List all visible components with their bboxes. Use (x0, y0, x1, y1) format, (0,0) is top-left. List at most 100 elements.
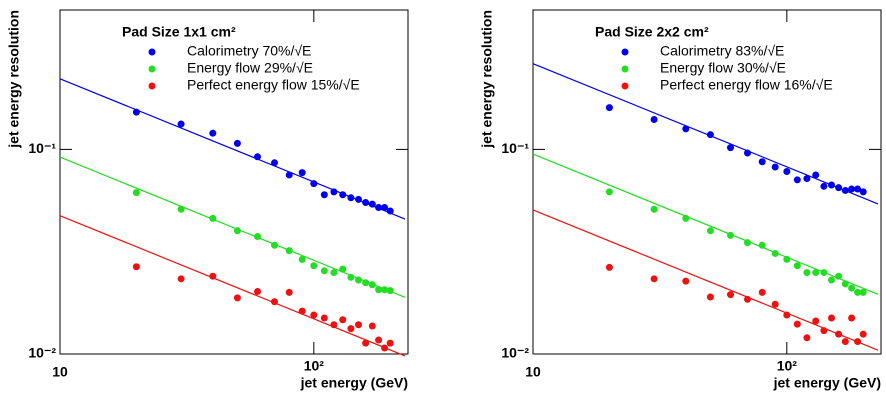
data-point (339, 265, 347, 273)
data-point (177, 120, 185, 128)
data-point (320, 314, 328, 322)
data-point (254, 153, 262, 161)
data-point (793, 176, 801, 184)
legend-marker (148, 65, 156, 73)
data-point (132, 263, 140, 271)
data-point (706, 131, 714, 139)
data-point (339, 191, 347, 199)
data-point (368, 200, 376, 208)
data-point (285, 247, 293, 255)
data-point (682, 214, 690, 222)
y-tick-label: 10⁻² (501, 345, 529, 361)
data-point (758, 158, 766, 166)
data-point (209, 214, 217, 222)
data-point (233, 294, 241, 302)
data-point (859, 288, 867, 296)
data-point (271, 298, 279, 306)
legend-label: Energy flow 29%/√E (187, 60, 313, 76)
data-point (848, 284, 856, 292)
data-point (803, 269, 811, 277)
data-point (285, 288, 293, 296)
y-tick-label: 10⁻² (28, 345, 56, 361)
data-point (820, 269, 828, 277)
x-tick-label: 10² (304, 358, 325, 374)
data-point (320, 191, 328, 199)
data-point (254, 233, 262, 241)
data-point (854, 338, 862, 346)
data-point (706, 227, 714, 235)
legend-title: Pad Size 2x2 cm² (595, 24, 709, 40)
data-point (330, 321, 338, 329)
data-point (820, 182, 828, 190)
data-point (706, 293, 714, 301)
data-point (682, 125, 690, 133)
data-point (254, 288, 262, 296)
data-point (854, 288, 862, 296)
legend-label: Perfect energy flow 16%/√E (660, 77, 833, 93)
plot-frame (532, 9, 882, 355)
data-point (841, 280, 849, 288)
data-point (793, 262, 801, 270)
data-point (132, 189, 140, 197)
data-point (605, 263, 613, 271)
data-point (771, 249, 779, 257)
data-point (320, 267, 328, 275)
data-point (381, 344, 389, 352)
data-point (381, 286, 389, 294)
data-point (381, 203, 389, 211)
data-point (828, 314, 836, 322)
data-point (386, 339, 394, 347)
data-point (727, 144, 735, 152)
data-point (271, 159, 279, 167)
data-point (803, 334, 811, 342)
fit-line (532, 153, 879, 295)
y-tick-label: 10⁻¹ (28, 140, 56, 156)
data-point (727, 291, 735, 299)
data-point (285, 171, 293, 179)
data-point (177, 205, 185, 213)
data-point (310, 262, 318, 270)
data-point (177, 275, 185, 283)
data-point (298, 307, 306, 315)
x-tick-label: 10 (52, 364, 68, 380)
data-point (209, 129, 217, 137)
data-point (848, 185, 856, 193)
data-point (835, 330, 843, 338)
data-point (758, 288, 766, 296)
legend-title: Pad Size 1x1 cm² (122, 24, 236, 40)
data-point (650, 205, 658, 213)
data-point (310, 180, 318, 188)
data-point (605, 104, 613, 112)
data-point (783, 255, 791, 263)
data-point (859, 188, 867, 196)
data-point (347, 273, 355, 281)
data-point (271, 241, 279, 249)
data-point (298, 169, 306, 177)
data-point (310, 311, 318, 319)
x-axis-label: jet energy (GeV) (773, 375, 881, 391)
data-point (812, 171, 820, 179)
data-point (330, 269, 338, 277)
legend-marker (621, 65, 629, 73)
x-tick-label: 10² (777, 358, 798, 374)
data-point (362, 339, 370, 347)
data-point (330, 188, 338, 196)
data-point (793, 320, 801, 328)
data-point (375, 286, 383, 294)
data-point (727, 231, 735, 239)
data-point (828, 276, 836, 284)
legend-label: Calorimetry 83%/√E (660, 43, 784, 59)
data-point (828, 181, 836, 189)
data-point (375, 336, 383, 344)
data-point (854, 185, 862, 193)
data-point (386, 287, 394, 295)
data-point (841, 338, 849, 346)
data-point (233, 139, 241, 147)
data-point (368, 322, 376, 330)
data-point (209, 272, 217, 280)
data-point (771, 300, 779, 308)
data-point (355, 195, 363, 203)
fit-line (532, 63, 879, 205)
data-point (298, 255, 306, 263)
data-point (347, 194, 355, 202)
